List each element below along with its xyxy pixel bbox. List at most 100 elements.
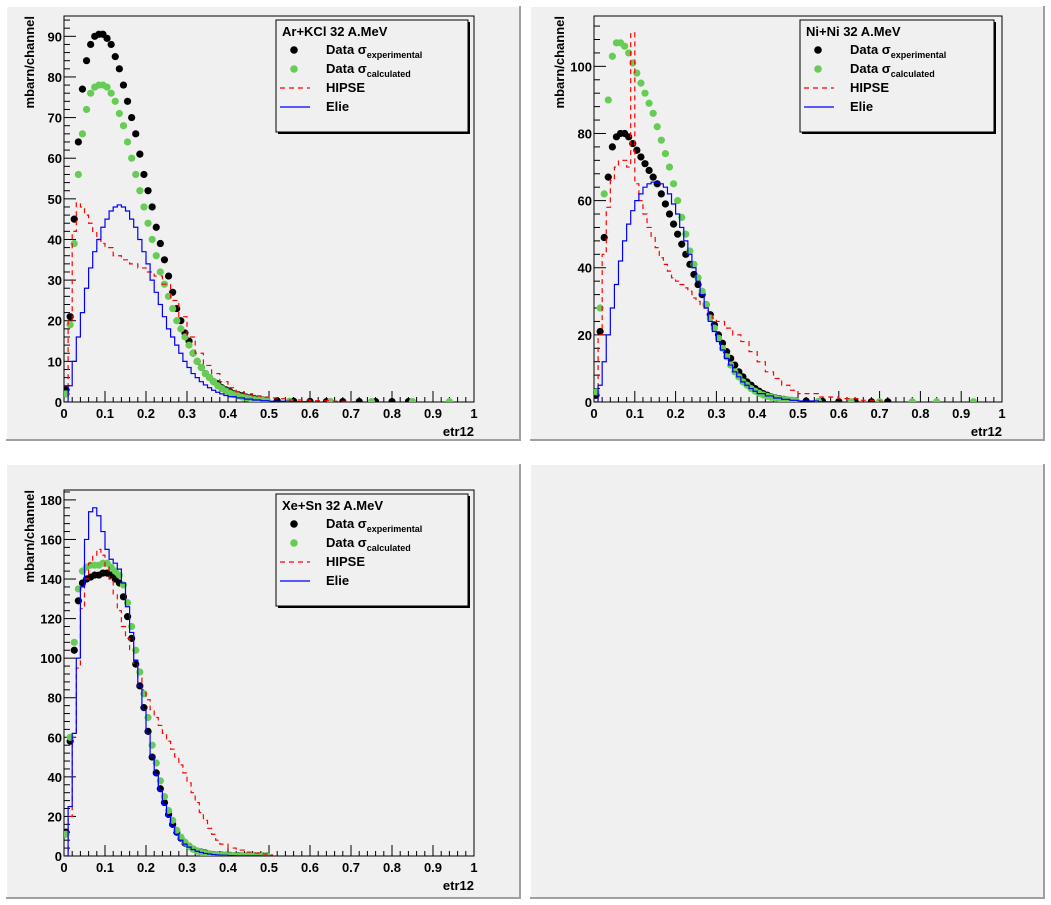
plot-area: 0 0.1 0.2 0.3 0.4 0.5 0.6 0.7 0.8 0.9 1 etr12 0 20 40 6… <box>552 15 1006 439</box>
data-point <box>445 397 453 402</box>
y-tick-label: 160 <box>40 532 62 547</box>
data-point <box>604 173 612 181</box>
pad-2: 0 0.1 0.2 0.3 0.4 0.5 0.6 0.7 0.8 0.9 1 etr12 0 20 40 6… <box>529 5 1045 441</box>
data-point <box>173 317 181 325</box>
data-point <box>600 190 608 198</box>
x-tick-label: 0.3 <box>178 860 196 875</box>
y-tick-label: 100 <box>40 651 62 666</box>
x-axis: 0 0.1 0.2 0.3 0.4 0.5 0.6 0.7 0.8 0.9 1 etr12 <box>60 845 478 893</box>
data-point <box>152 252 160 260</box>
x-tick-label: 0 <box>60 406 67 421</box>
data-point <box>119 81 128 89</box>
legend-label-subscript: calculated <box>367 69 411 79</box>
legend-box <box>275 493 469 607</box>
data-point <box>148 235 156 244</box>
legend-label: Elie <box>850 99 873 114</box>
data-point <box>669 220 678 228</box>
data-point <box>193 357 201 365</box>
data-point <box>621 42 629 50</box>
data-point <box>87 40 95 49</box>
x-tick-label: 1 <box>998 406 1005 421</box>
legend-label-subscript: experimental <box>891 50 947 60</box>
data-point <box>82 57 91 65</box>
data-point <box>933 398 941 402</box>
data-point <box>177 325 185 333</box>
legend-label-subscript: experimental <box>367 524 423 534</box>
data-point <box>355 397 363 402</box>
x-tick-label: 0.6 <box>830 406 848 421</box>
y-tick-label: 100 <box>570 59 592 74</box>
y-tick-label: 90 <box>48 29 62 44</box>
data-point <box>653 123 661 131</box>
data-point <box>156 239 164 248</box>
legend-label: Elie <box>326 573 349 588</box>
series-group <box>594 32 978 402</box>
pad-background <box>530 464 1044 898</box>
data-point <box>123 97 132 105</box>
x-tick-label: 1 <box>470 406 477 421</box>
x-tick-label: 0.3 <box>178 406 196 421</box>
data-point <box>185 341 193 349</box>
data-point <box>197 363 205 372</box>
y-tick-label: 0 <box>55 395 62 410</box>
x-tick-label: 0.4 <box>219 406 238 421</box>
series-line-3 <box>64 204 315 402</box>
legend-marker <box>290 46 298 54</box>
x-tick-label: 0.2 <box>137 406 155 421</box>
data-point <box>674 230 682 238</box>
y-tick-label: 0 <box>55 849 62 864</box>
x-tick-label: 0.1 <box>96 860 114 875</box>
data-point <box>678 240 686 248</box>
pad-border-light <box>529 5 1044 440</box>
data-point <box>132 130 140 138</box>
y-tick-label: 60 <box>578 194 592 209</box>
y-tick-label: 40 <box>578 261 592 276</box>
data-point <box>136 187 144 195</box>
pad-4 <box>529 463 1045 899</box>
y-tick-label: 60 <box>48 730 62 745</box>
data-point <box>119 122 128 130</box>
y-tick-label: 50 <box>48 192 62 207</box>
legend-box <box>799 19 995 133</box>
legend-label: HIPSE <box>850 80 889 95</box>
pad-border-light <box>5 463 520 898</box>
pad-border-light <box>529 463 1044 898</box>
plot-area: 0 0.1 0.2 0.3 0.4 0.5 0.6 0.7 0.8 0.9 1 etr12 0 10 20 3… <box>22 15 478 439</box>
legend-marker <box>814 46 822 54</box>
x-tick-label: 0.5 <box>789 406 807 421</box>
data-point <box>115 109 123 118</box>
x-tick-label: 0.8 <box>383 406 401 421</box>
data-point <box>645 166 653 174</box>
series-line-3 <box>594 181 843 402</box>
series-line-3 <box>64 507 274 856</box>
data-point <box>884 398 892 402</box>
y-tick-label: 80 <box>48 70 62 85</box>
x-axis: 0 0.1 0.2 0.3 0.4 0.5 0.6 0.7 0.8 0.9 1 etr12 <box>60 391 478 439</box>
y-axis-label: mbarn/channel <box>22 490 37 582</box>
data-point <box>78 85 87 93</box>
x-tick-label: 0.6 <box>301 406 319 421</box>
legend-header: Ni+Ni 32 A.MeV <box>806 24 901 39</box>
x-tick-label: 0.8 <box>383 860 401 875</box>
data-point <box>140 170 148 179</box>
x-tick-label: 0.4 <box>219 860 238 875</box>
y-tick-label: 20 <box>48 314 62 329</box>
data-point <box>669 180 678 188</box>
data-point <box>152 223 160 231</box>
data-point <box>82 105 91 114</box>
data-point <box>657 136 665 144</box>
x-tick-label: 0.9 <box>424 860 442 875</box>
data-point <box>140 203 148 211</box>
data-point <box>156 268 164 276</box>
x-tick-label: 0.1 <box>626 406 644 421</box>
data-point <box>128 154 136 162</box>
series-line-2 <box>64 202 356 402</box>
data-point <box>608 143 616 151</box>
data-point <box>608 52 616 60</box>
x-tick-label: 0.9 <box>952 406 970 421</box>
legend-box <box>275 19 469 133</box>
y-tick-label: 40 <box>48 232 62 247</box>
y-tick-label: 80 <box>578 126 592 141</box>
